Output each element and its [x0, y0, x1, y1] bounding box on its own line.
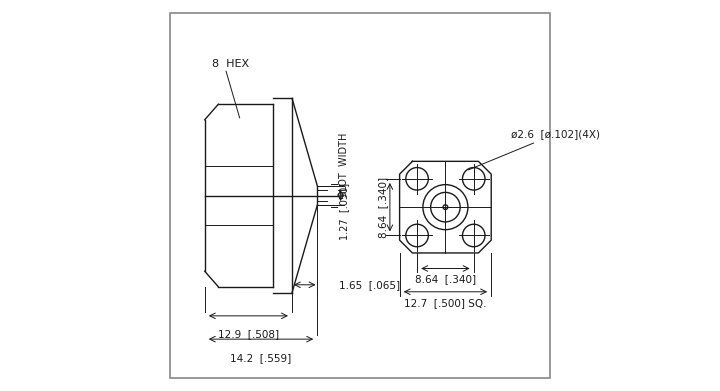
Text: 8.64  [.340]: 8.64 [.340]: [415, 274, 476, 284]
Text: 8.64  [.340]: 8.64 [.340]: [378, 177, 388, 238]
Text: SLOT  WIDTH: SLOT WIDTH: [339, 132, 349, 197]
Text: 8  HEX: 8 HEX: [212, 59, 250, 68]
Text: 14.2  [.559]: 14.2 [.559]: [230, 353, 292, 363]
Text: 1.27  [.050]: 1.27 [.050]: [339, 183, 349, 240]
Text: ø2.6  [ø.102](4X): ø2.6 [ø.102](4X): [469, 129, 600, 170]
Text: 1.65  [.065]: 1.65 [.065]: [338, 280, 400, 290]
Text: 12.9  [.508]: 12.9 [.508]: [218, 330, 279, 339]
Text: 12.7  [.500] SQ.: 12.7 [.500] SQ.: [404, 298, 487, 308]
